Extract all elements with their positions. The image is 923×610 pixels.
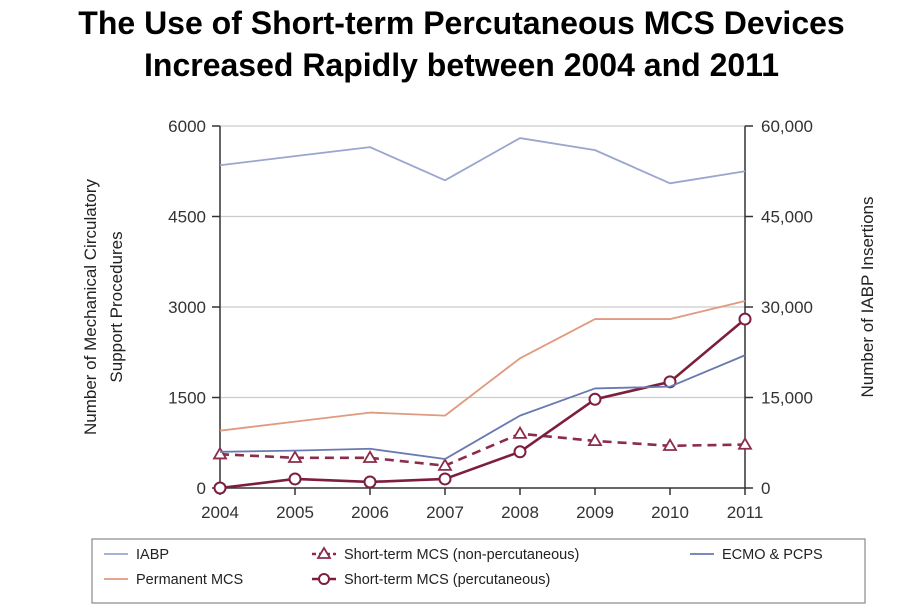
data-point-nonperc — [512, 425, 528, 439]
y-tick-label: 0 — [197, 479, 206, 498]
y2-tick-label: 45,000 — [761, 208, 813, 227]
legend-label-perc: Short-term MCS (percutaneous) — [344, 572, 550, 588]
legend-label-ecmo: ECMO & PCPS — [722, 547, 823, 563]
y-axis-label-line: Number of Mechanical Circulatory — [81, 178, 100, 435]
series-line-perc — [219, 318, 746, 490]
legend: IABP Permanent MCS Short-term MCS (non-per… — [91, 538, 866, 604]
series-lines — [212, 137, 753, 495]
x-tick-label: 2004 — [201, 503, 239, 522]
series-line-permanent — [219, 300, 746, 432]
x-tick-label: 2006 — [351, 503, 389, 522]
data-point-perc — [513, 445, 527, 459]
legend-marker-nonperc — [316, 546, 332, 559]
data-point-perc — [438, 472, 452, 486]
data-point-perc — [288, 472, 302, 486]
data-point-perc — [588, 392, 602, 406]
series-line-ecmo — [219, 354, 746, 460]
x-tick-label: 2007 — [426, 503, 464, 522]
chart-title-line-1: The Use of Short-term Percutaneous MCS D… — [78, 5, 845, 41]
y-axis-label-line: Support Procedures — [107, 231, 126, 382]
x-tick-label: 2005 — [276, 503, 314, 522]
data-point-nonperc — [662, 437, 678, 451]
legend-label-permanent: Permanent MCS — [136, 572, 243, 588]
legend-marker-perc — [318, 573, 330, 585]
gridlines — [220, 125, 745, 399]
y-tick-label: 4500 — [168, 208, 206, 227]
data-point-nonperc — [287, 450, 303, 463]
data-point-perc — [363, 475, 377, 489]
x-tick-label: 2009 — [576, 503, 614, 522]
x-tick-label: 2011 — [727, 503, 764, 522]
axis-labels: Number of Mechanical Circulatory Support … — [81, 178, 877, 435]
legend-label-iabp: IABP — [136, 547, 169, 563]
data-point-nonperc — [737, 436, 753, 450]
y-axis-label: Number of Mechanical Circulatory Support … — [81, 178, 126, 435]
data-point-nonperc — [362, 450, 378, 463]
data-point-perc — [213, 481, 227, 495]
y2-axis-label: Number of IABP Insertions — [858, 197, 877, 398]
data-point-nonperc — [587, 433, 603, 447]
series-line-iabp — [219, 137, 746, 185]
y2-tick-label: 0 — [761, 479, 770, 498]
y2-tick-label: 30,000 — [761, 298, 813, 317]
y2-tick-label: 15,000 — [761, 389, 813, 408]
y-tick-label: 3000 — [168, 298, 206, 317]
data-point-nonperc — [437, 457, 453, 471]
data-point-nonperc — [212, 446, 228, 460]
y-tick-label: 6000 — [168, 117, 206, 136]
y2-tick-label: 60,000 — [761, 117, 813, 136]
y-tick-label: 1500 — [168, 389, 206, 408]
legend-label-nonperc: Short-term MCS (non-percutaneous) — [344, 547, 579, 563]
axes — [212, 125, 753, 495]
legend-box — [91, 538, 866, 604]
chart-title-line-2: Increased Rapidly between 2004 and 2011 — [144, 47, 779, 83]
tick-labels: 0 1500 3000 4500 6000 0 15,000 30,000 45,000 60,0… — [168, 117, 813, 522]
x-tick-label: 2008 — [501, 503, 539, 522]
data-point-perc — [738, 312, 752, 326]
x-tick-label: 2010 — [651, 503, 689, 522]
